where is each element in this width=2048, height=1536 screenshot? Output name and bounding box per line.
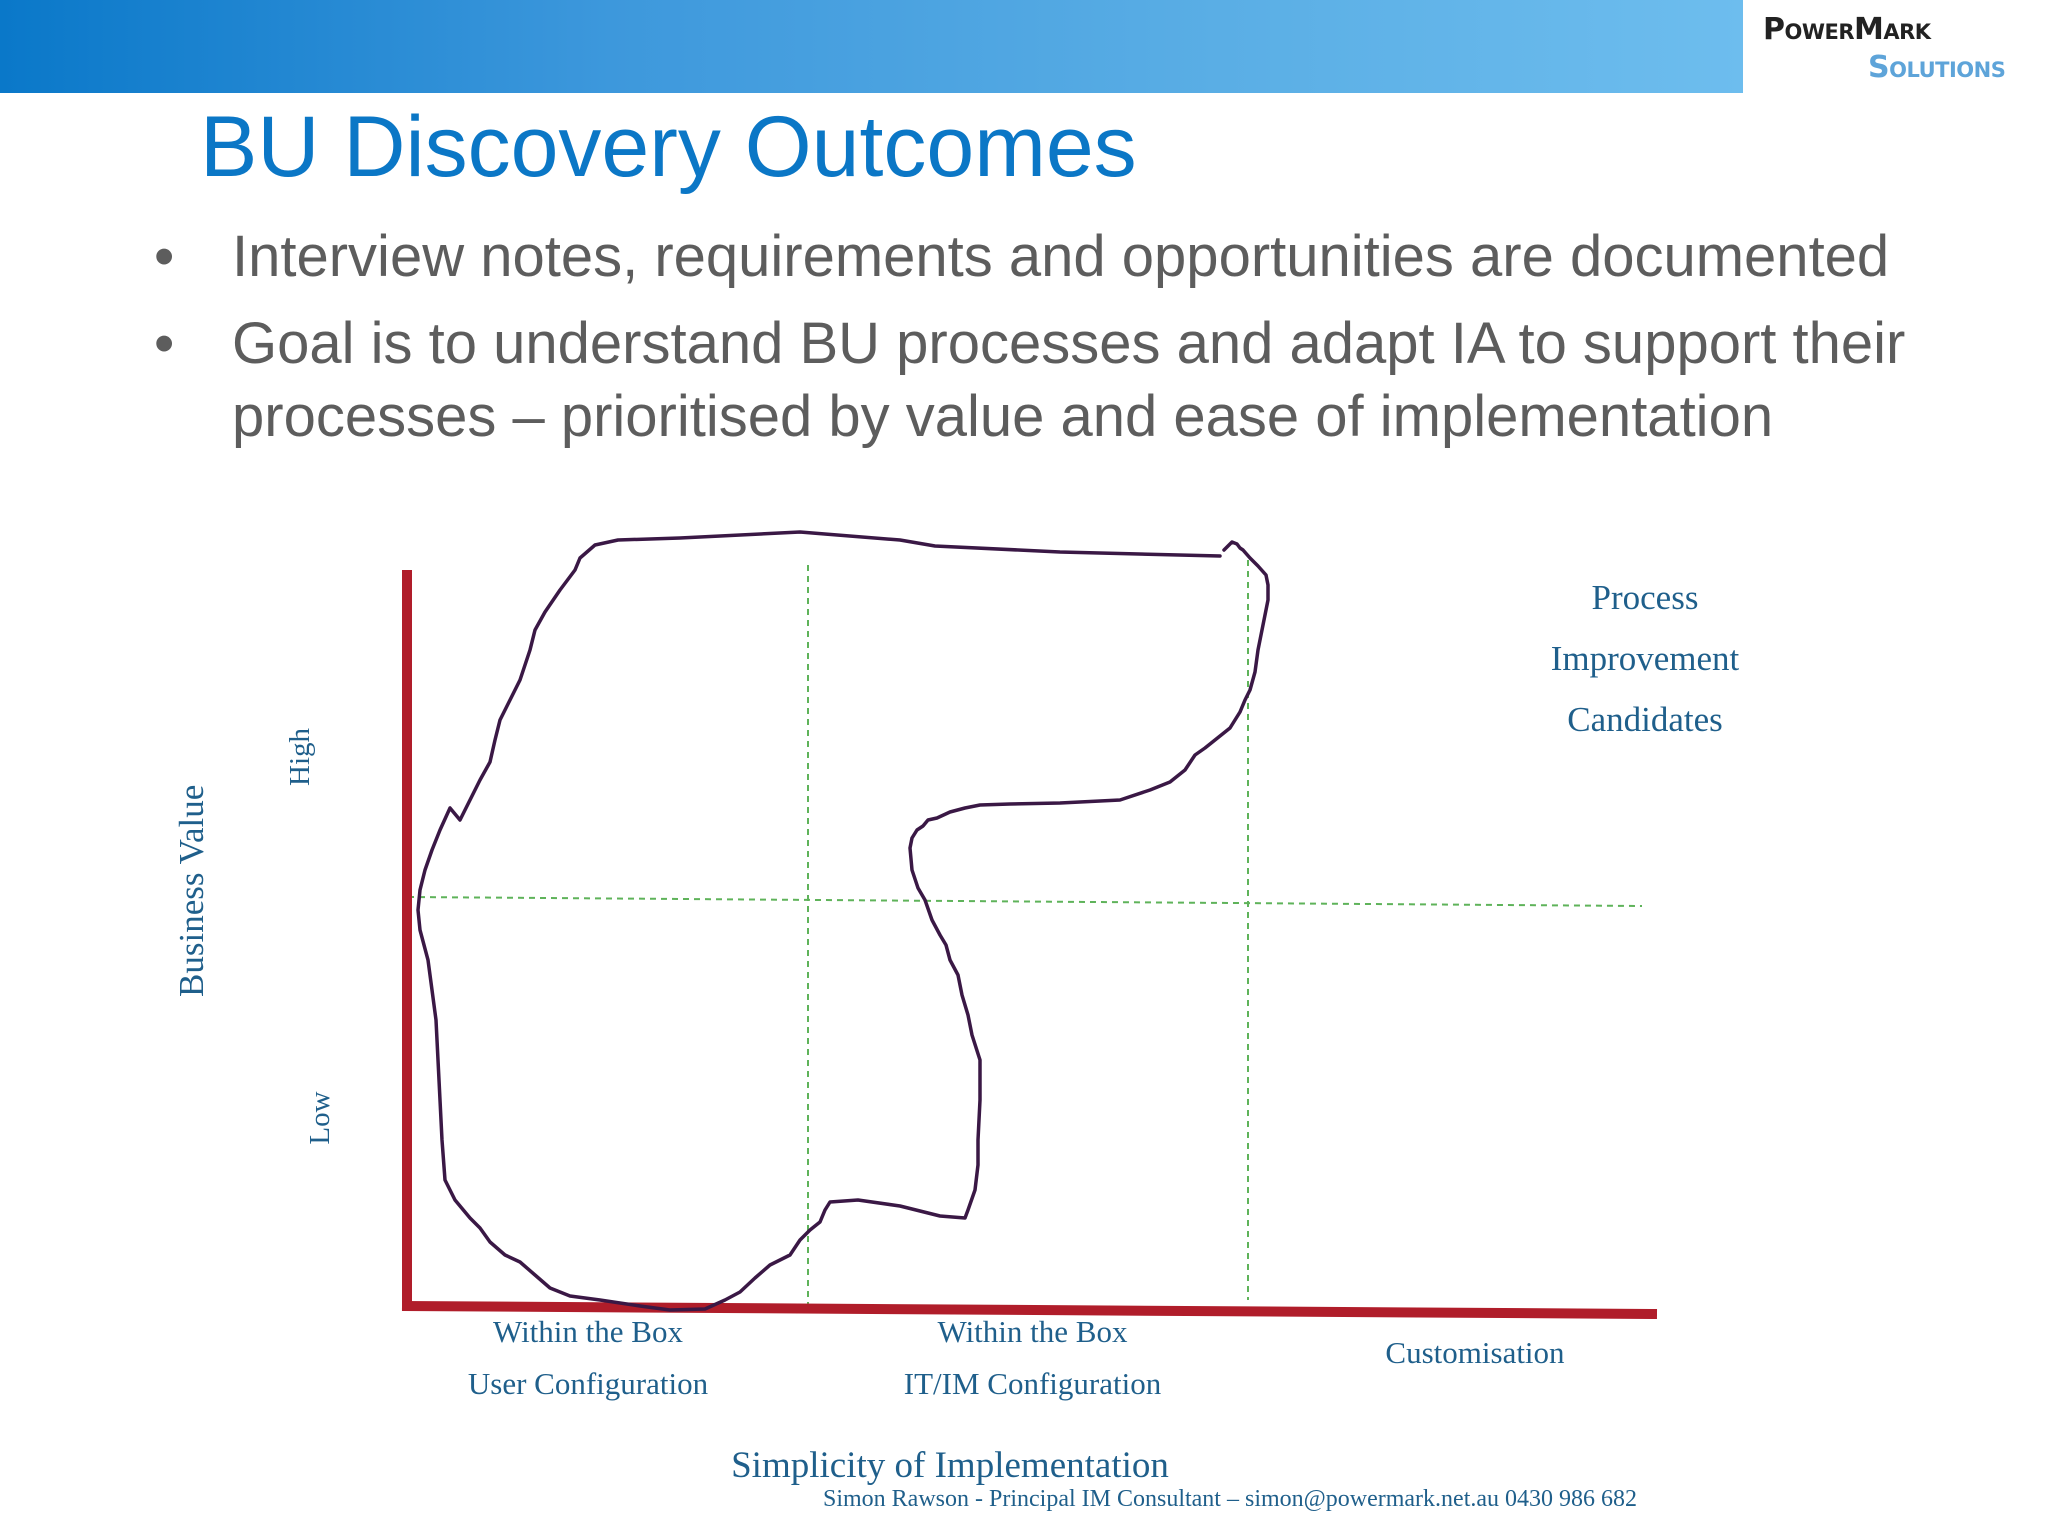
x-axis-line <box>401 1301 1658 1319</box>
x-col2-line1: Within the Box <box>937 1314 1128 1349</box>
x-col2-line2: IT/IM Configuration <box>903 1366 1162 1401</box>
slide-title: BU Discovery Outcomes <box>200 99 1137 195</box>
logo-line-2: Solutions <box>1868 50 2006 85</box>
bullet-text: Goal is to understand BU processes and a… <box>232 311 1906 449</box>
grid-horizontal <box>407 896 1643 907</box>
region-label-process: Process <box>1591 578 1699 617</box>
bullet-marker: • <box>154 224 175 289</box>
region-label-candidates: Candidates <box>1567 700 1723 739</box>
y-axis-high-label: High <box>284 728 316 786</box>
freehand-outline <box>416 530 1270 1312</box>
bullet-text: Interview notes, requirements and opport… <box>232 224 1890 289</box>
bullet-list: • Interview notes, requirements and oppo… <box>150 220 2020 467</box>
footer-credit: Simon Rawson - Principal IM Consultant –… <box>822 1486 1638 1512</box>
y-axis-low-label: Low <box>304 1091 336 1145</box>
y-axis-title: Business Value <box>172 784 211 997</box>
x-col3-label: Customisation <box>1385 1335 1565 1370</box>
region-label-improvement: Improvement <box>1550 639 1740 678</box>
logo-line-1: PowerMark <box>1763 12 1931 47</box>
bullet-item: • Goal is to understand BU processes and… <box>150 307 2020 453</box>
header-gradient-bar <box>0 0 1743 93</box>
x-axis-title: Simplicity of Implementation <box>731 1445 1169 1486</box>
x-col1-line1: Within the Box <box>493 1314 683 1349</box>
bullet-marker: • <box>154 311 175 376</box>
bullet-item: • Interview notes, requirements and oppo… <box>150 220 2020 293</box>
company-logo: PowerMark Solutions <box>1743 0 2048 93</box>
x-col1-line2: User Configuration <box>467 1366 709 1401</box>
